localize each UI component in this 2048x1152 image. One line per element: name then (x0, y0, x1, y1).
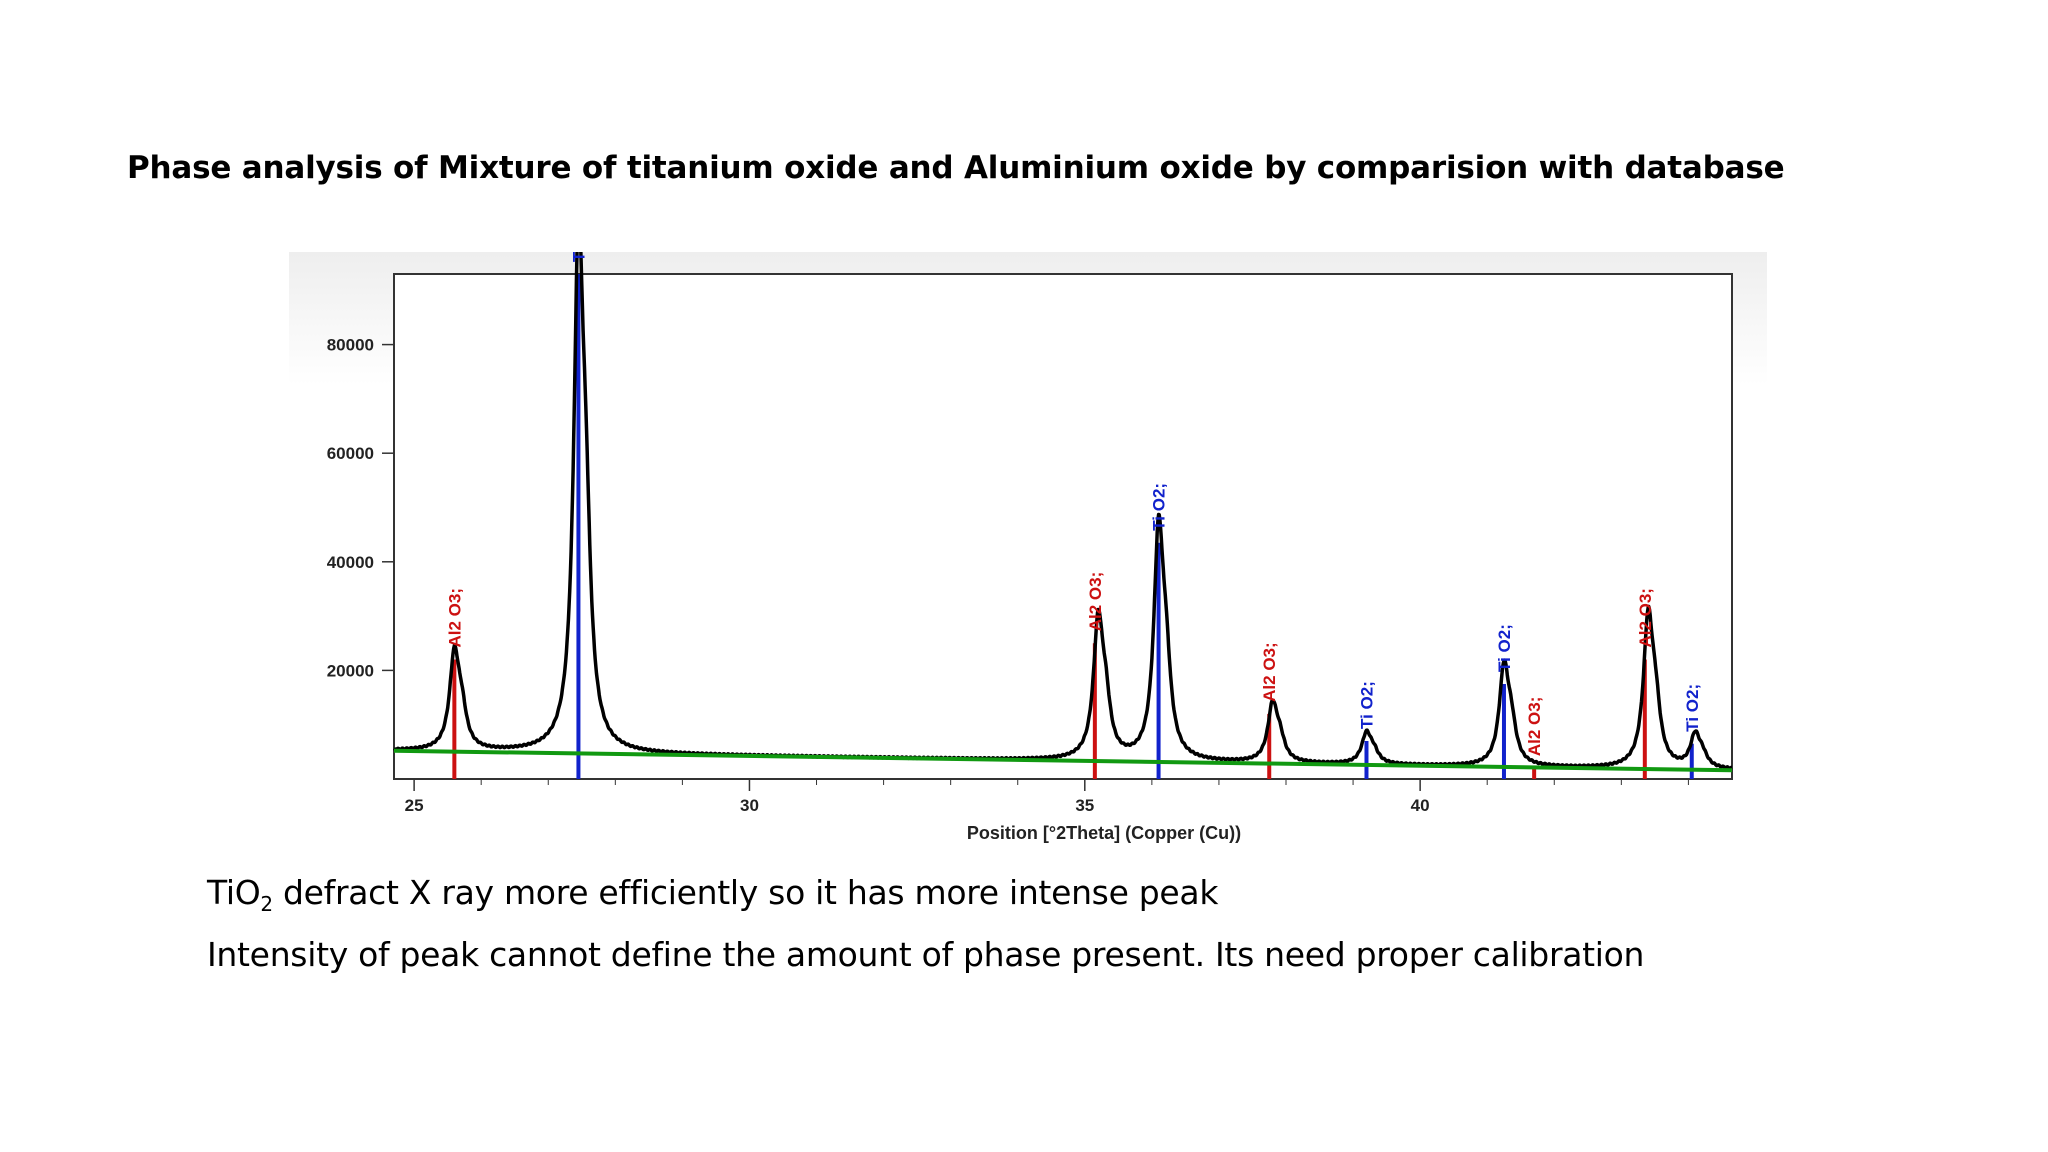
x-tick-label: 40 (1411, 796, 1430, 815)
reference-label-tio2: Ti O2; (1495, 624, 1514, 672)
x-tick-label: 30 (740, 796, 759, 815)
pattern-group (392, 252, 1734, 773)
slide-title: Phase analysis of Mixture of titanium ox… (127, 150, 1785, 186)
reference-label-tio2: Ti O2; (1150, 483, 1169, 531)
y-tick-label: 80000 (327, 336, 374, 355)
y-tick-label: 20000 (327, 661, 374, 680)
background-line (393, 748, 1733, 773)
note-1-subscript: 2 (260, 892, 273, 916)
reference-label-al2o3: Al2 O3; (1086, 572, 1105, 632)
tick-group: 20000 40000 60000 80000 25 30 35 40 (327, 336, 1689, 815)
reference-labels: Al2 O3; Ti O2; Al2 O3; Ti O2; Al2 O3; Ti O2; T… (445, 252, 1701, 756)
note-line-2: Intensity of peak cannot define the amou… (207, 935, 1645, 974)
reference-label-al2o3: Al2 O3; (1525, 697, 1544, 757)
x-ticks (413, 779, 1689, 791)
note-line-1: TiO2 defract X ray more efficiently so i… (207, 873, 1644, 935)
reference-label-tio2: Ti O2; (1683, 684, 1702, 732)
plot-area (393, 273, 1733, 780)
xrd-chart: 20000 40000 60000 80000 25 30 35 40 Al2 O3; Ti O… (289, 252, 1767, 858)
notes: TiO2 defract X ray more efficiently so i… (207, 873, 1644, 997)
reference-label-tio2: Ti O2; (1357, 681, 1376, 729)
xrd-pattern-line (392, 252, 1734, 771)
xrd-chart-svg: 20000 40000 60000 80000 25 30 35 40 Al2 O3; Ti O… (289, 252, 1767, 858)
note-1-prefix: TiO (207, 873, 261, 912)
note-1-rest: defract X ray more efficiently so it has… (272, 873, 1219, 912)
y-tick-label: 40000 (327, 553, 374, 572)
x-tick-label: 35 (1075, 796, 1094, 815)
x-axis-title: Position [°2Theta] (Copper (Cu)) (967, 823, 1241, 843)
reference-label-tio2: Ti O2; (569, 252, 588, 262)
reference-label-al2o3: Al2 O3; (1636, 588, 1655, 648)
reference-label-al2o3: Al2 O3; (445, 588, 464, 648)
y-tick-label: 60000 (327, 444, 374, 463)
x-tick-label: 25 (405, 796, 424, 815)
reference-label-al2o3: Al2 O3; (1260, 642, 1279, 702)
